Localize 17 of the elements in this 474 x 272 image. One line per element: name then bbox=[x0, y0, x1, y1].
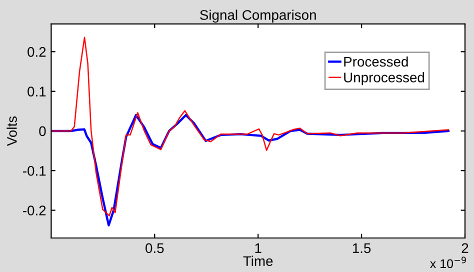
y-tick-label: 0 bbox=[39, 126, 46, 136]
y-tick-label: -0.2 bbox=[23, 206, 46, 216]
x-tick-label: 0.5 bbox=[146, 243, 164, 254]
line-series bbox=[51, 36, 450, 216]
legend-label: Unprocessed bbox=[344, 72, 424, 86]
y-tick-label: 0.1 bbox=[28, 86, 46, 96]
line-series bbox=[51, 114, 450, 226]
x-tick-label: 1.5 bbox=[352, 243, 371, 254]
x-tick-label: 2 bbox=[462, 243, 468, 253]
legend-label: Processed bbox=[344, 56, 408, 67]
text: x 10$^{−9}$ bbox=[430, 256, 466, 268]
y-tick-label: 0.2 bbox=[28, 47, 46, 57]
y-tick-label: -0.1 bbox=[23, 166, 46, 176]
chart-title: Signal Comparison bbox=[200, 10, 316, 23]
x-tick-label: 1 bbox=[255, 243, 262, 253]
x-axis-title: Time bbox=[243, 256, 273, 266]
y-axis-title: Volts bbox=[6, 116, 17, 146]
